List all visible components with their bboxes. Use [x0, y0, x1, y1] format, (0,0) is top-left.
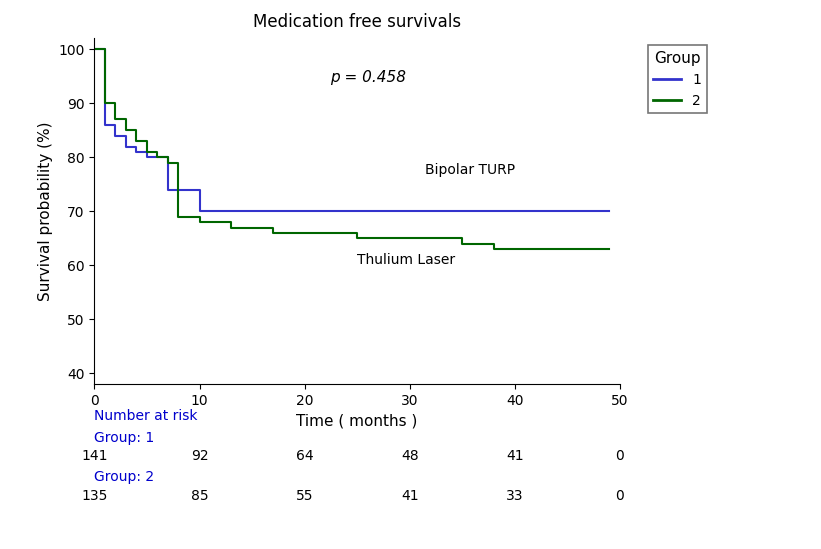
- Text: 0: 0: [616, 489, 624, 503]
- Text: Group: 2: Group: 2: [94, 470, 154, 485]
- Text: Number at risk: Number at risk: [94, 409, 198, 423]
- Legend: 1, 2: 1, 2: [648, 46, 707, 114]
- Text: p = 0.458: p = 0.458: [330, 70, 406, 85]
- Text: 55: 55: [296, 489, 314, 503]
- Text: 64: 64: [296, 449, 314, 463]
- Text: 92: 92: [190, 449, 209, 463]
- Title: Medication free survivals: Medication free survivals: [253, 13, 461, 31]
- X-axis label: Time ( months ): Time ( months ): [296, 413, 418, 429]
- Text: 0: 0: [616, 449, 624, 463]
- Text: 33: 33: [506, 489, 524, 503]
- Text: 141: 141: [81, 449, 108, 463]
- Text: 48: 48: [401, 449, 419, 463]
- Y-axis label: Survival probability (%): Survival probability (%): [38, 122, 53, 301]
- Text: 41: 41: [506, 449, 524, 463]
- Text: 85: 85: [190, 489, 209, 503]
- Text: Group: 1: Group: 1: [94, 431, 154, 445]
- Text: Thulium Laser: Thulium Laser: [357, 253, 456, 267]
- Text: 41: 41: [401, 489, 419, 503]
- Text: 135: 135: [81, 489, 108, 503]
- Text: Bipolar TURP: Bipolar TURP: [425, 163, 516, 177]
